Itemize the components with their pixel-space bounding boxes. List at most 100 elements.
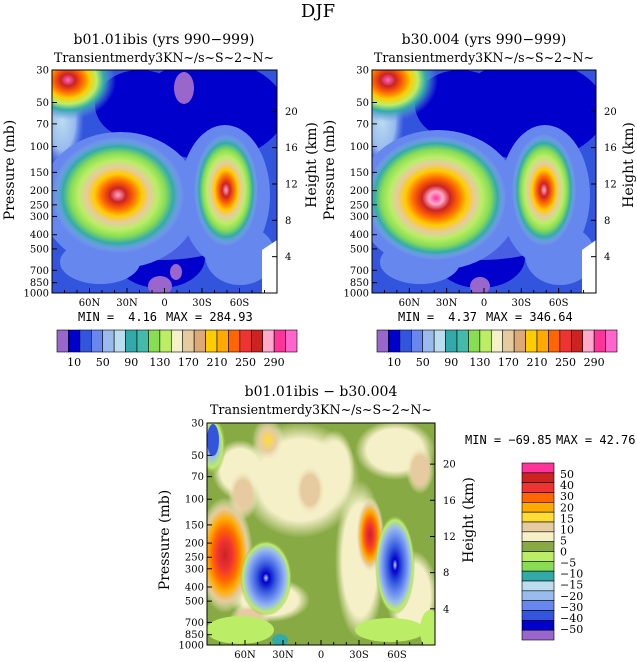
ytick-label: 100 <box>185 495 204 506</box>
xtick-label: 30N <box>116 298 138 309</box>
ytick-label: 30 <box>356 66 369 77</box>
colorbar-box <box>148 329 161 353</box>
colorbar-label: −5 <box>560 557 576 570</box>
panel-1-max: MAX = 284.93 <box>166 310 253 324</box>
colorbar-box <box>410 329 424 353</box>
y2tick-label: 16 <box>443 496 456 507</box>
colorbar-box <box>559 329 572 353</box>
panel-2-y2label: Height (km) <box>621 122 637 208</box>
colorbar-box <box>521 570 555 582</box>
colorbar-box <box>250 329 264 353</box>
xtick-label: 0 <box>318 650 324 661</box>
y2tick-label: 12 <box>285 179 298 190</box>
y2tick-label: 16 <box>604 143 617 154</box>
colorbar-box <box>182 329 195 353</box>
colorbar-box <box>593 329 606 353</box>
colorbar-box <box>548 329 561 353</box>
xtick-label: 60N <box>79 298 101 309</box>
colorbar-box <box>399 329 412 353</box>
colorbar-box <box>513 329 526 353</box>
ytick-label: 200 <box>185 539 204 550</box>
colorbar-label: −20 <box>560 590 583 603</box>
ytick-label: 150 <box>350 168 369 179</box>
colorbar-label: 250 <box>235 356 256 369</box>
colorbar-box <box>433 329 446 353</box>
panel-1-min: MIN = 4.16 <box>78 310 157 324</box>
ytick-label: 850 <box>185 630 204 641</box>
y2tick-label: 16 <box>285 143 298 154</box>
colorbar-box <box>521 551 555 562</box>
colorbar-box <box>521 462 555 474</box>
panel-1-colorbar: 10 50 90 130 170 210 250 290 <box>56 329 298 369</box>
ytick-label: 50 <box>36 98 49 109</box>
ytick-label: 1000 <box>24 289 49 300</box>
xtick-label: 60N <box>234 650 256 661</box>
colorbar-box <box>521 472 555 483</box>
panel-2: b30.004 (yrs 990−999) Transientmerdy3KN~… <box>322 32 637 369</box>
ytick-label: 250 <box>350 200 369 211</box>
colorbar-box <box>521 610 555 621</box>
colorbar-box <box>521 600 555 611</box>
colorbar-box <box>388 329 401 353</box>
panel-2-min: MIN = 4.37 <box>398 310 477 324</box>
colorbar-label: 210 <box>207 356 228 369</box>
page-title: DJF <box>301 1 335 22</box>
colorbar-label: 50 <box>96 356 110 369</box>
colorbar-box <box>521 629 555 641</box>
ytick-label: 70 <box>356 119 369 130</box>
y2tick-label: 4 <box>285 252 291 263</box>
colorbar-box <box>525 329 538 353</box>
xtick-label: 60S <box>230 298 250 309</box>
panel-2-title: b30.004 (yrs 990−999) <box>402 32 567 48</box>
colorbar-label: 15 <box>560 512 574 525</box>
colorbar-box <box>445 329 458 353</box>
ytick-label: 500 <box>185 597 204 608</box>
colorbar-label: −40 <box>560 612 583 625</box>
colorbar-box <box>456 329 469 353</box>
ytick-label: 70 <box>191 472 204 483</box>
y2tick-label: 12 <box>604 179 617 190</box>
colorbar-box <box>113 329 126 353</box>
ytick-label: 200 <box>350 186 369 197</box>
ytick-label: 400 <box>350 230 369 241</box>
panel-1-ylabel: Pressure (mb) <box>2 120 18 220</box>
colorbar-box <box>521 590 555 601</box>
colorbar-label: −15 <box>560 579 583 592</box>
panel-2-ylabel: Pressure (mb) <box>322 120 338 220</box>
ytick-label: 850 <box>350 278 369 289</box>
y2tick-label: 20 <box>443 460 456 471</box>
colorbar-label: −30 <box>560 601 583 614</box>
panel-2-max: MAX = 346.64 <box>486 310 573 324</box>
panel-3-max: MAX = 42.76 <box>556 433 635 447</box>
ytick-label: 30 <box>191 419 204 430</box>
colorbar-box <box>536 329 549 353</box>
ytick-label: 50 <box>356 98 369 109</box>
xtick-label: 0 <box>481 298 487 309</box>
panel-1-field <box>52 70 277 293</box>
colorbar-label: 210 <box>527 356 548 369</box>
ytick-label: 850 <box>30 278 49 289</box>
xtick-label: 30S <box>512 298 532 309</box>
colorbar-label: 250 <box>555 356 576 369</box>
ytick-label: 500 <box>30 244 49 255</box>
y2tick-label: 20 <box>285 107 298 118</box>
colorbar-label: 90 <box>444 356 458 369</box>
ytick-label: 1000 <box>179 641 204 652</box>
ytick-label: 300 <box>350 212 369 223</box>
colorbar-box <box>56 329 69 353</box>
y2tick-label: 12 <box>443 532 456 543</box>
panel-3-min: MIN = −69.85 <box>465 433 552 447</box>
colorbar-box <box>285 329 298 353</box>
xtick-label: 60N <box>399 298 421 309</box>
colorbar-box <box>102 329 115 353</box>
panel-2-colorbar: 10 50 90 130 170 210 250 290 <box>376 329 618 369</box>
colorbar-box <box>521 502 555 513</box>
ytick-label: 700 <box>350 266 369 277</box>
panel-1: b01.01ibis (yrs 990−999) Transientmerdy3… <box>2 32 320 369</box>
colorbar-box <box>521 482 555 493</box>
ytick-label: 300 <box>185 564 204 575</box>
colorbar-box <box>605 329 618 353</box>
